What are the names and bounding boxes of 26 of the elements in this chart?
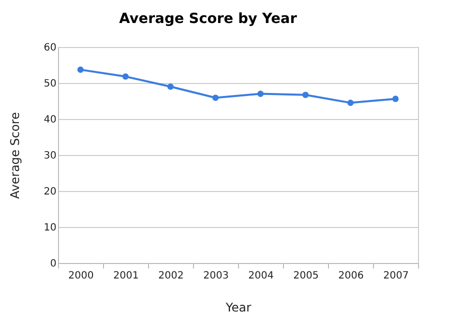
point [302, 92, 309, 98]
x-tick-label: 2003 [203, 270, 229, 282]
chart-title: Average Score by Year [119, 11, 297, 27]
point [167, 83, 174, 90]
x-tick-label: 2004 [248, 270, 274, 282]
x-axis-title: Year [224, 300, 252, 314]
y-tick-label: 50 [44, 78, 56, 90]
x-tick-label: 2001 [113, 270, 139, 282]
y-tick-label: 60 [44, 42, 56, 54]
x-tick-label: 2005 [293, 270, 319, 282]
point [212, 94, 219, 101]
point [77, 66, 84, 73]
y-tick-label: 10 [44, 222, 56, 234]
y-axis-title: Average Score [8, 112, 22, 199]
x-tick-label: 2000 [68, 270, 94, 282]
x-tick-label: 2006 [338, 270, 364, 282]
y-tick-label: 20 [44, 186, 56, 198]
point [257, 90, 264, 97]
y-tick-label: 0 [50, 258, 56, 270]
point [122, 73, 129, 80]
point [392, 96, 399, 102]
point [347, 100, 354, 106]
y-tick-label: 30 [44, 150, 56, 162]
y-tick-label: 40 [44, 114, 56, 126]
x-tick-label: 2007 [383, 270, 409, 282]
x-tick-label: 2002 [158, 270, 184, 282]
